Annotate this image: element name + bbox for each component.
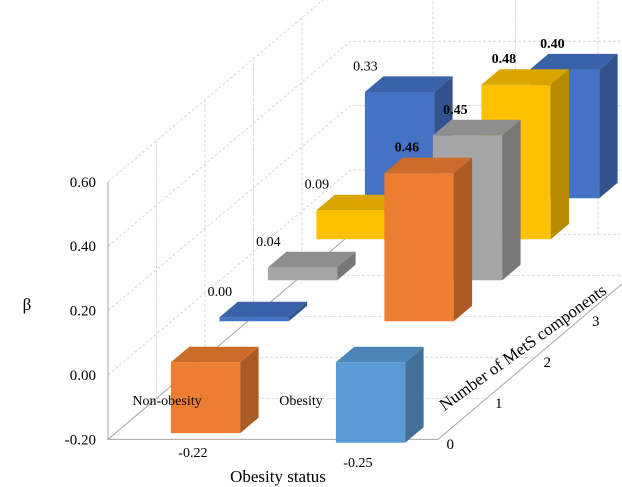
data-label: 0.40 (540, 37, 565, 52)
depth-tick-label: 2 (544, 355, 552, 371)
bar-front-face (219, 317, 289, 322)
bar-top-face (316, 194, 405, 211)
y-tick-label: 0.00 (70, 368, 96, 384)
data-label: -0.22 (178, 446, 207, 461)
y-tick-label: -0.20 (65, 432, 96, 448)
y-axis-title: β (23, 295, 32, 314)
data-labels: 0.33 0.40 0.09 0.48 0.04 0.45 0.00 0.46 -0.22 -0.… (178, 37, 564, 471)
bar-top-face (529, 53, 618, 70)
y-axis-ticks: -0.20 0.00 0.20 0.40 0.60 (65, 175, 96, 449)
bar (170, 346, 259, 434)
bar-side-face (502, 119, 521, 281)
bar-front-face (170, 362, 241, 434)
bar (335, 346, 424, 443)
depth-tick-label: 1 (495, 396, 503, 412)
y-tick-label: 0.40 (70, 239, 96, 255)
bar-front-face (316, 210, 386, 240)
y-tick-label: 0.20 (70, 304, 96, 320)
data-label: 0.00 (208, 285, 233, 300)
data-label: 0.33 (353, 59, 378, 74)
category-label: Obesity (279, 394, 323, 409)
bar (219, 301, 308, 322)
data-label: 0.46 (395, 141, 420, 156)
depth-tick-label: 0 (447, 437, 455, 453)
data-label: -0.25 (343, 456, 372, 471)
bar-front-face (384, 173, 454, 322)
floor-outline (106, 234, 622, 440)
gridline (107, 0, 324, 183)
y-tick-label: 0.60 (70, 175, 96, 191)
bar-top-face (384, 157, 473, 174)
depth-tick-label: 3 (592, 314, 600, 330)
bar-front-face (335, 362, 406, 443)
bar-top-face (432, 119, 521, 136)
bar-front-face (267, 267, 338, 281)
bar-top-face (170, 346, 259, 363)
data-label: 0.04 (256, 235, 281, 250)
bar-side-face (337, 251, 356, 281)
data-label: 0.09 (305, 178, 330, 193)
x-axis-categories: Non-obesity Obesity (132, 394, 322, 409)
category-label: Non-obesity (132, 394, 201, 409)
data-label: 0.45 (443, 103, 468, 118)
bar-side-face (288, 301, 308, 322)
data-label: 0.48 (492, 52, 517, 67)
bar-side-face (550, 69, 570, 240)
bar-top-face (219, 301, 308, 318)
bar-top-face (364, 76, 453, 92)
bar-side-face (405, 346, 424, 443)
bar-side-face (240, 346, 259, 434)
x-axis-title: Obesity status (230, 467, 326, 486)
bar-side-face (599, 53, 618, 199)
depth-axis-ticks: 01234 (447, 314, 600, 453)
gridline (107, 40, 622, 247)
bar (384, 157, 473, 322)
bar-side-face (453, 157, 473, 322)
bar (267, 251, 356, 281)
bar-top-face (267, 251, 356, 268)
bar-top-face (335, 346, 424, 363)
chart-bars (170, 53, 618, 443)
bar-top-face (481, 69, 570, 85)
